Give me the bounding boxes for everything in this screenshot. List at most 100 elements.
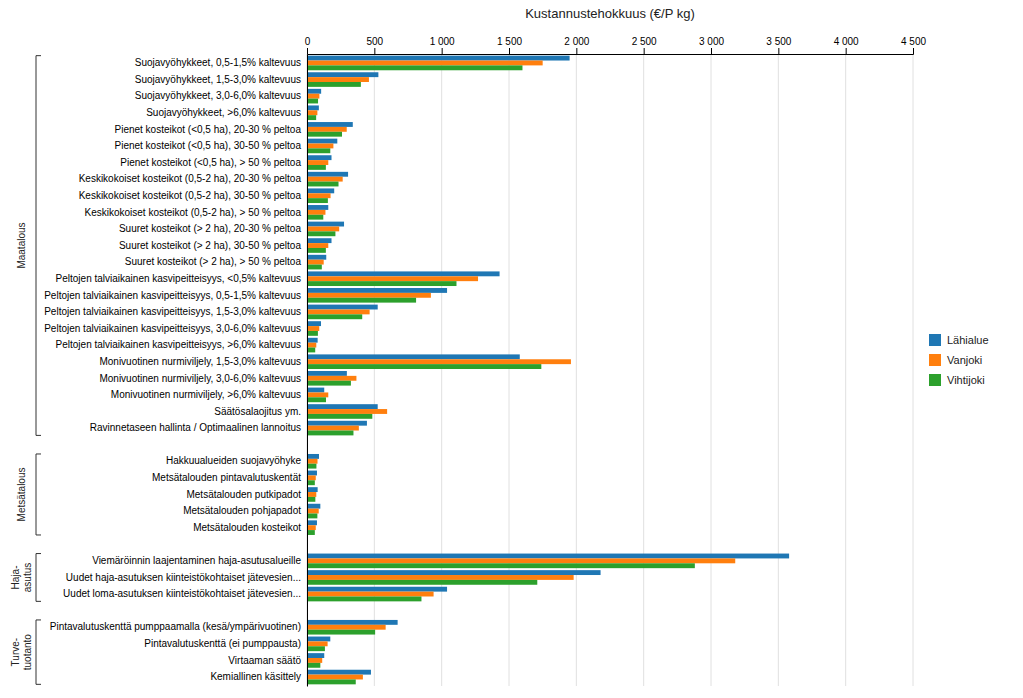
bar [307,388,324,393]
y-tick: Suojavyöhykkeet, >6,0% kaltevuus [146,107,301,118]
bar [307,492,316,497]
category-label: Metsätalouden pohjapadot [183,505,301,516]
legend-swatch [929,374,941,386]
bar [307,637,330,642]
x-tick: 4 000 [834,36,859,54]
y-tick: Suuret kosteikot (> 2 ha), 20-30 % pelto… [119,223,301,234]
x-tick: 3 500 [766,36,791,54]
bar [307,520,317,525]
plot: 05001 0001 5002 0002 5003 0003 5004 0004… [11,36,989,687]
bar [307,580,537,585]
y-tick: Uudet haja-asutuksen kiinteistökohtaiset… [66,572,301,583]
x-tick-label: 500 [366,36,383,47]
legend-item: Vanjoki [929,354,982,366]
bar [307,397,326,402]
x-tick: 1 500 [497,36,522,54]
y-axis: Suojavyöhykkeet, 0,5-1,5% kaltevuusSuoja… [44,55,307,687]
group-label-line: asutus [23,563,34,592]
x-tick-label: 0 [305,36,311,47]
grid-line [509,54,510,686]
category-label: Virtaaman säätö [228,655,301,666]
y-tick: Monivuotinen nurmiviljely, 3,0-6,0% kalt… [99,372,301,383]
bar [307,321,321,326]
legend-label: Lähialue [947,334,989,346]
group: Maatalous [17,56,42,436]
y-tick: Keskikokoiset kosteikot (0,5-2 ha), 30-5… [79,190,302,201]
bar [307,620,398,625]
y-tick: Suuret kosteikot (> 2 ha), > 50 % peltoa [125,256,302,267]
y-tick: Uudet loma-asutuksen kiinteistökohtaiset… [63,588,301,599]
bar [307,172,348,177]
x-tick-label: 1 000 [430,36,455,47]
x-tick: 3 000 [699,36,724,54]
x-tick-label: 2 500 [632,36,657,47]
bar [307,99,318,104]
bar [307,371,347,376]
bar [307,653,324,658]
y-axis-line [307,55,308,687]
bar [307,504,320,509]
bar [307,89,321,94]
bar [307,675,363,680]
bar [307,127,347,132]
grid-line [711,54,712,686]
bar [307,596,421,601]
x-tick-label: 1 500 [497,36,522,47]
bar [307,188,334,193]
y-tick: Metsätalouden putkipadot [186,489,301,500]
x-tick-label: 2 000 [564,36,589,47]
x-tick: 500 [366,36,383,54]
bar [307,587,447,592]
x-tick-mark [442,48,443,54]
group-bracket-end [36,55,41,56]
legend: Lähialue Vanjoki Vihtijoki [929,334,989,386]
x-tick-label: 3 500 [766,36,791,47]
bar [307,359,571,364]
y-tick: Virtaaman säätö [228,655,301,666]
category-label: Peltojen talviaikainen kasvipeitteisyys,… [44,323,301,334]
y-tick: Keskikokoiset kosteikot (0,5-2 ha), 20-3… [79,173,302,184]
y-tick: Peltojen talviaikainen kasvipeitteisyys,… [44,306,301,317]
y-tick: Pintavalutuskenttä pumppaamalla (kesä/ym… [50,621,301,632]
category-label: Monivuotinen nurmiviljely, 1,5-3,0% kalt… [99,356,301,367]
bar-series [307,61,735,680]
bar [307,509,319,514]
x-tick: 2 500 [632,36,657,54]
group-label: Haja-asutus [11,563,34,592]
y-tick: Viemäröinnin laajentaminen haja-asutusal… [92,555,301,566]
category-label: Suojavyöhykkeet, 1,5-3,0% kaltevuus [135,74,301,85]
bar [307,459,318,464]
y-tick: Peltojen talviaikainen kasvipeitteisyys,… [56,273,301,284]
grid-line [307,54,308,686]
category-label: Keskikokoiset kosteikot (0,5-2 ha), 30-5… [79,190,302,201]
group: Haja-asutus [11,554,42,602]
x-tick-mark [778,48,779,54]
legend-item: Lähialue [929,334,989,346]
group-label-line: Haja- [11,566,22,590]
bar [307,338,318,343]
bar [307,658,322,663]
bar [307,343,316,348]
x-tick-mark [509,48,510,54]
bar [307,305,378,310]
grid-line [913,54,914,686]
title: Kustannustehokkuus (€/P kg) [525,6,695,21]
legend-item: Vihtijoki [929,374,985,386]
category-label: Kemiallinen käsittely [210,671,301,682]
group-label-line: Maatalous [17,222,28,268]
bar [307,248,326,253]
category-label: Pintavalutuskenttä pumppaamalla (kesä/ym… [50,621,301,632]
category-label: Monivuotinen nurmiviljely, >6,0% kaltevu… [111,389,301,400]
category-label: Pienet kosteikot (<0,5 ha), 20-30 % pelt… [114,124,301,135]
x-tick-label: 4 000 [834,36,859,47]
category-label: Pienet kosteikot (<0,5 ha), > 50 % pelto… [120,157,301,168]
y-tick: Pintavalutuskenttä (ei pumppausta) [144,638,301,649]
bar [307,348,315,353]
bar [307,72,378,77]
bar [307,641,328,646]
group: Turve-tuotanto [11,620,42,684]
y-tick: Metsätalouden pintavalutuskentät [152,472,301,483]
bar [307,646,325,651]
category-label: Metsätalouden putkipadot [186,489,301,500]
bar [307,105,319,110]
